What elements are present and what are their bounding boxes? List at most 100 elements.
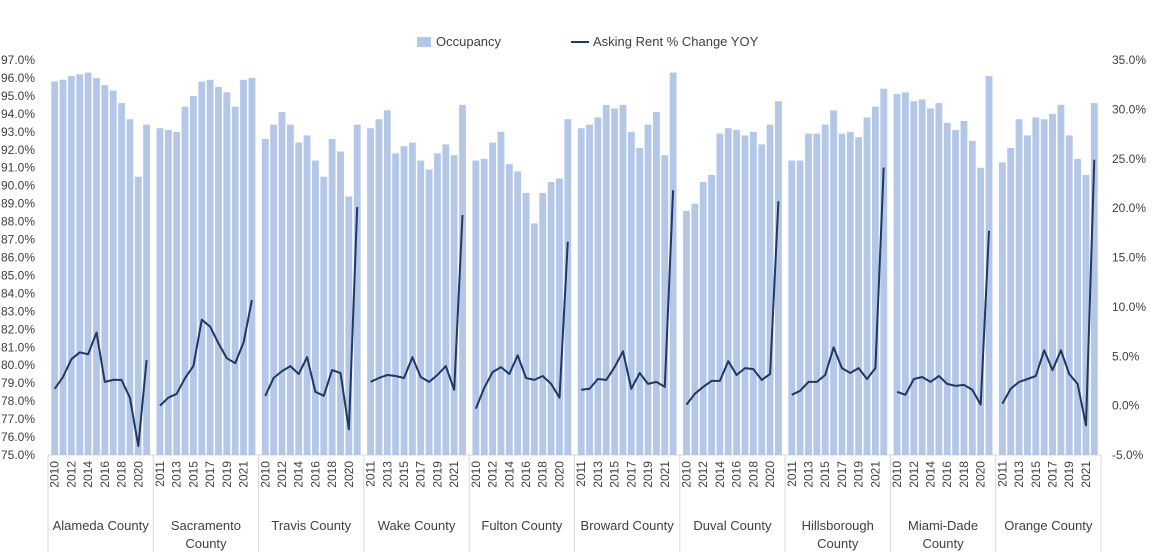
occupancy-bar	[644, 124, 652, 456]
occupancy-bar	[472, 160, 480, 455]
occupancy-bar	[846, 131, 854, 455]
occupancy-bar	[627, 131, 635, 455]
occupancy-bar	[985, 76, 993, 455]
occupancy-bar	[1015, 119, 1023, 455]
occupancy-bar	[392, 153, 400, 455]
occupancy-bar	[181, 106, 189, 455]
group-label: Wake County	[378, 518, 456, 533]
occupancy-bar	[708, 174, 715, 455]
rent-line-swatch-icon	[571, 40, 589, 43]
left-axis-tick-label: 85.0%	[1, 268, 35, 282]
group-label: Travis County	[271, 518, 351, 533]
occupancy-bar	[223, 92, 231, 456]
occupancy-bar	[514, 171, 522, 455]
occupancy-bar	[805, 133, 812, 455]
year-tick-label: 2013	[170, 461, 184, 488]
left-axis-tick-label: 97.0%	[1, 53, 35, 67]
year-tick-label: 2011	[364, 461, 378, 487]
occupancy-bar	[968, 140, 976, 455]
occupancy-bar	[774, 101, 782, 455]
legend-occupancy-label: Occupancy	[436, 34, 502, 49]
occupancy-bar	[724, 128, 732, 455]
right-axis-tick-label: 5.0%	[1112, 349, 1140, 363]
rent-change-line	[791, 167, 885, 396]
occupancy-bar	[758, 144, 766, 456]
occupancy-bar	[683, 210, 690, 455]
left-axis-tick-label: 77.0%	[1, 412, 35, 426]
year-tick-label: 2017	[1046, 461, 1060, 488]
group-label: County	[185, 536, 227, 551]
year-tick-label: 2011	[574, 461, 588, 487]
year-tick-label: 2021	[1079, 461, 1093, 488]
left-axis-tick-label: 88.0%	[1, 215, 35, 229]
occupancy-bar	[716, 133, 724, 455]
occupancy-bar	[952, 130, 960, 456]
occupancy-bar	[480, 158, 488, 455]
occupancy-bar	[134, 176, 142, 456]
occupancy-bar	[661, 155, 669, 455]
year-tick-label: 2016	[308, 461, 322, 488]
left-axis-tick-label: 81.0%	[1, 340, 35, 354]
year-tick-label: 2012	[275, 461, 289, 488]
year-tick-label: 2019	[220, 461, 234, 488]
group-label: County	[922, 536, 964, 551]
rent-change-line	[1001, 159, 1096, 427]
occupancy-bar	[918, 99, 926, 455]
year-tick-label: 2017	[203, 461, 217, 488]
occupancy-bar	[337, 151, 344, 455]
left-axis-tick-label: 96.0%	[1, 71, 35, 85]
occupancy-bar	[586, 124, 593, 456]
right-axis-tick-label: 25.0%	[1112, 152, 1146, 166]
occupancy-bar	[619, 104, 627, 456]
year-tick-label: 2018	[746, 461, 760, 488]
occupancy-bar	[749, 131, 757, 455]
year-tick-label: 2015	[608, 461, 622, 488]
occupancy-bar	[547, 182, 555, 455]
occupancy-bar	[1090, 103, 1098, 455]
occupancy-bar	[286, 124, 294, 456]
left-axis-tick-label: 84.0%	[1, 286, 35, 300]
year-tick-label: 2012	[64, 461, 78, 488]
occupancy-bar	[143, 124, 151, 456]
year-tick-label: 2010	[890, 461, 904, 488]
occupancy-bar	[691, 203, 699, 455]
left-axis-tick-label: 87.0%	[1, 233, 35, 247]
year-tick-label: 2013	[380, 461, 394, 488]
occupancy-bar	[594, 117, 602, 456]
rent-change-line	[370, 214, 464, 391]
occupancy-bar	[312, 160, 319, 455]
year-tick-label: 2012	[696, 461, 710, 488]
year-tick-label: 2017	[414, 461, 428, 488]
occupancy-bar	[577, 128, 585, 455]
rent-change-line	[159, 299, 253, 407]
group-label: Alameda County	[53, 518, 150, 533]
year-tick-label: 2020	[763, 461, 777, 488]
left-axis-tick-label: 91.0%	[1, 161, 35, 175]
occupancy-bar	[910, 101, 918, 455]
occupancy-bar	[353, 124, 361, 456]
occupancy-bar	[198, 81, 206, 455]
left-axis-tick-label: 86.0%	[1, 251, 35, 265]
occupancy-bar	[459, 104, 466, 456]
occupancy-bar	[408, 142, 416, 455]
group-label: Sacramento	[171, 518, 241, 533]
occupancy-bar	[400, 146, 408, 455]
occupancy-bar	[927, 108, 934, 456]
group-label: Hillsborough	[802, 518, 874, 533]
left-axis-tick-label: 92.0%	[1, 143, 35, 157]
occupancy-bar	[977, 167, 985, 455]
year-tick-label: 2018	[115, 461, 129, 488]
occupancy-bar	[93, 77, 100, 456]
year-tick-label: 2013	[591, 461, 605, 488]
rent-change-line	[581, 190, 675, 391]
occupancy-bar	[636, 147, 644, 455]
year-tick-label: 2014	[713, 461, 727, 488]
occupancy-bar	[893, 94, 901, 455]
year-tick-label: 2010	[258, 461, 272, 488]
occupancy-bar	[51, 81, 59, 455]
occupancy-bar	[788, 160, 796, 455]
occupancy-bar	[733, 130, 741, 456]
occupancy-bar	[497, 131, 505, 455]
occupancy-bar	[261, 139, 269, 455]
